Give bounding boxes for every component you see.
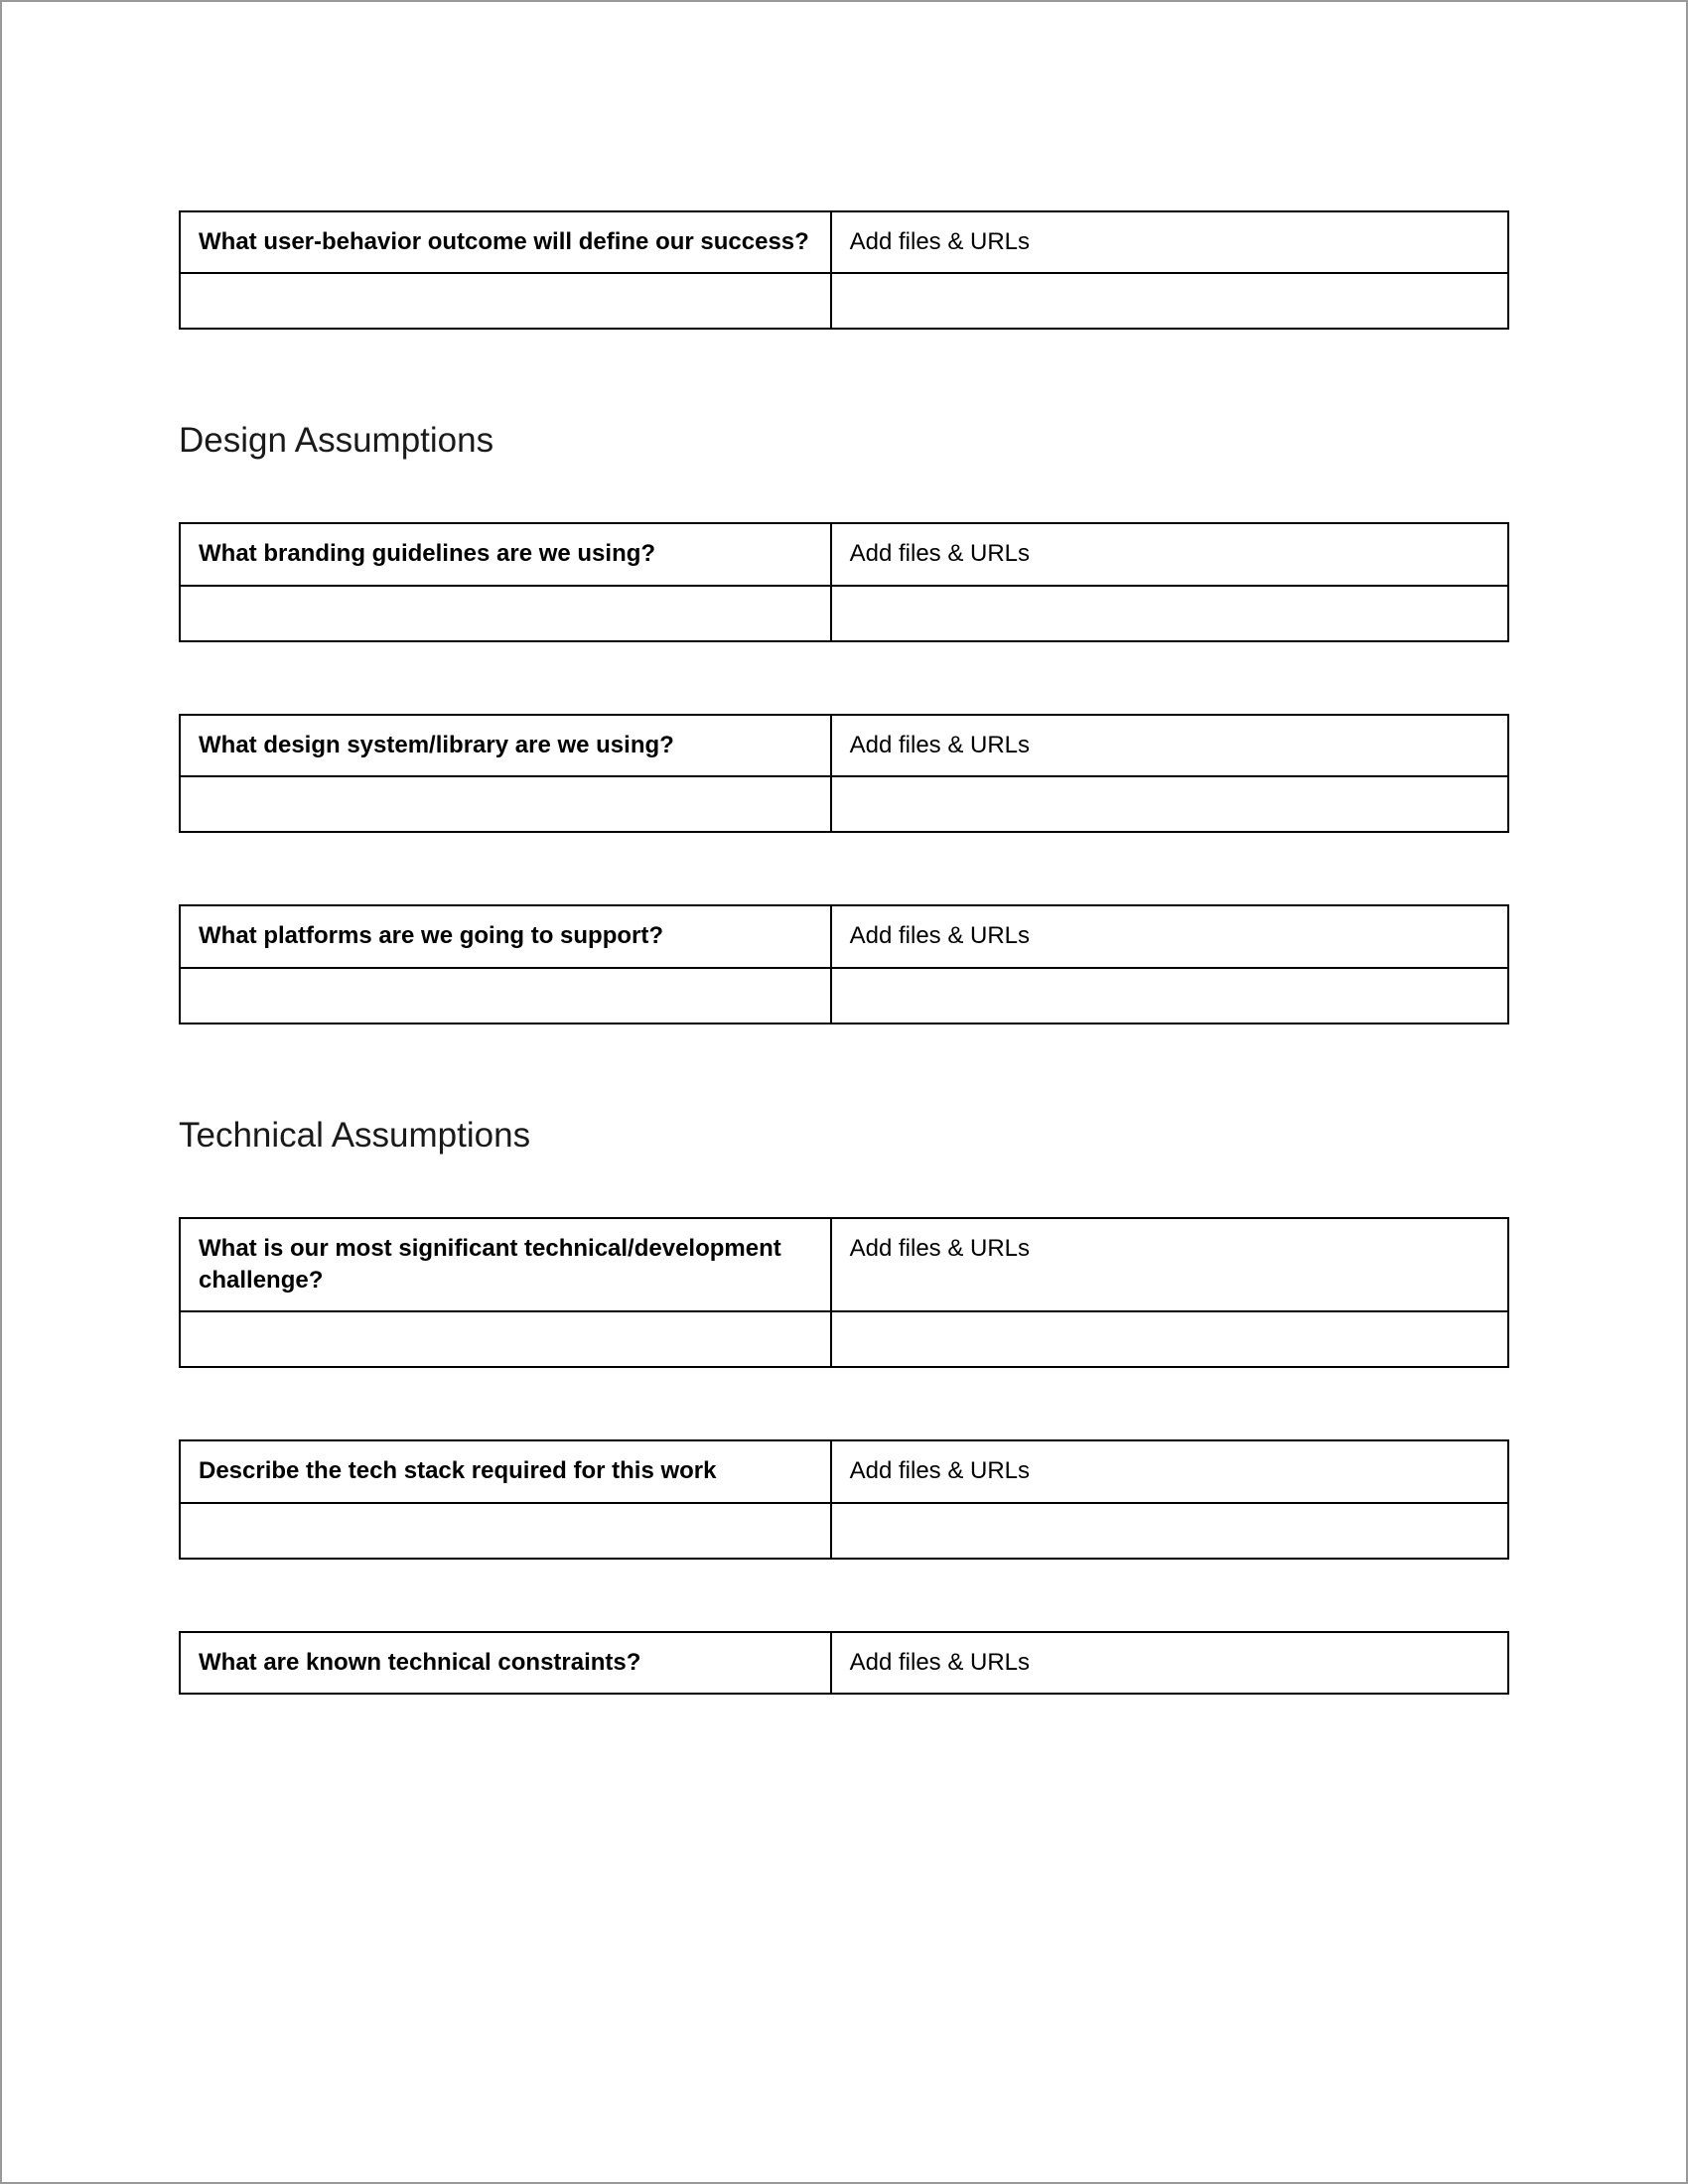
files-cell[interactable]: Add files & URLs bbox=[831, 523, 1508, 585]
question-cell: What is our most significant technical/d… bbox=[180, 1218, 831, 1312]
files-cell[interactable]: Add files & URLs bbox=[831, 1440, 1508, 1502]
question-table: What are known technical constraints? Ad… bbox=[179, 1631, 1509, 1695]
files-cell[interactable]: Add files & URLs bbox=[831, 715, 1508, 776]
files-cell[interactable]: Add files & URLs bbox=[831, 211, 1508, 273]
question-table: What is our most significant technical/d… bbox=[179, 1217, 1509, 1369]
answer-cell-left[interactable] bbox=[180, 273, 831, 329]
section-heading-design-assumptions: Design Assumptions bbox=[179, 421, 1509, 461]
answer-cell-right[interactable] bbox=[831, 776, 1508, 832]
question-table: Describe the tech stack required for thi… bbox=[179, 1439, 1509, 1559]
answer-cell-right[interactable] bbox=[831, 1311, 1508, 1367]
answer-cell-left[interactable] bbox=[180, 1503, 831, 1559]
files-cell[interactable]: Add files & URLs bbox=[831, 1218, 1508, 1312]
answer-cell-left[interactable] bbox=[180, 776, 831, 832]
answer-cell-left[interactable] bbox=[180, 968, 831, 1024]
question-cell: What design system/library are we using? bbox=[180, 715, 831, 776]
answer-cell-right[interactable] bbox=[831, 273, 1508, 329]
answer-cell-left[interactable] bbox=[180, 1311, 831, 1367]
question-cell: What platforms are we going to support? bbox=[180, 905, 831, 967]
answer-cell-right[interactable] bbox=[831, 1503, 1508, 1559]
answer-cell-right[interactable] bbox=[831, 968, 1508, 1024]
question-cell: What are known technical constraints? bbox=[180, 1632, 831, 1694]
document-page: What user-behavior outcome will define o… bbox=[2, 2, 1686, 1695]
question-table: What user-behavior outcome will define o… bbox=[179, 210, 1509, 330]
question-cell: Describe the tech stack required for thi… bbox=[180, 1440, 831, 1502]
files-cell[interactable]: Add files & URLs bbox=[831, 1632, 1508, 1694]
answer-cell-right[interactable] bbox=[831, 586, 1508, 641]
question-cell: What branding guidelines are we using? bbox=[180, 523, 831, 585]
section-heading-technical-assumptions: Technical Assumptions bbox=[179, 1116, 1509, 1156]
answer-cell-left[interactable] bbox=[180, 586, 831, 641]
files-cell[interactable]: Add files & URLs bbox=[831, 905, 1508, 967]
question-table: What design system/library are we using?… bbox=[179, 714, 1509, 833]
question-cell: What user-behavior outcome will define o… bbox=[180, 211, 831, 273]
question-table: What platforms are we going to support? … bbox=[179, 904, 1509, 1024]
question-table: What branding guidelines are we using? A… bbox=[179, 522, 1509, 641]
